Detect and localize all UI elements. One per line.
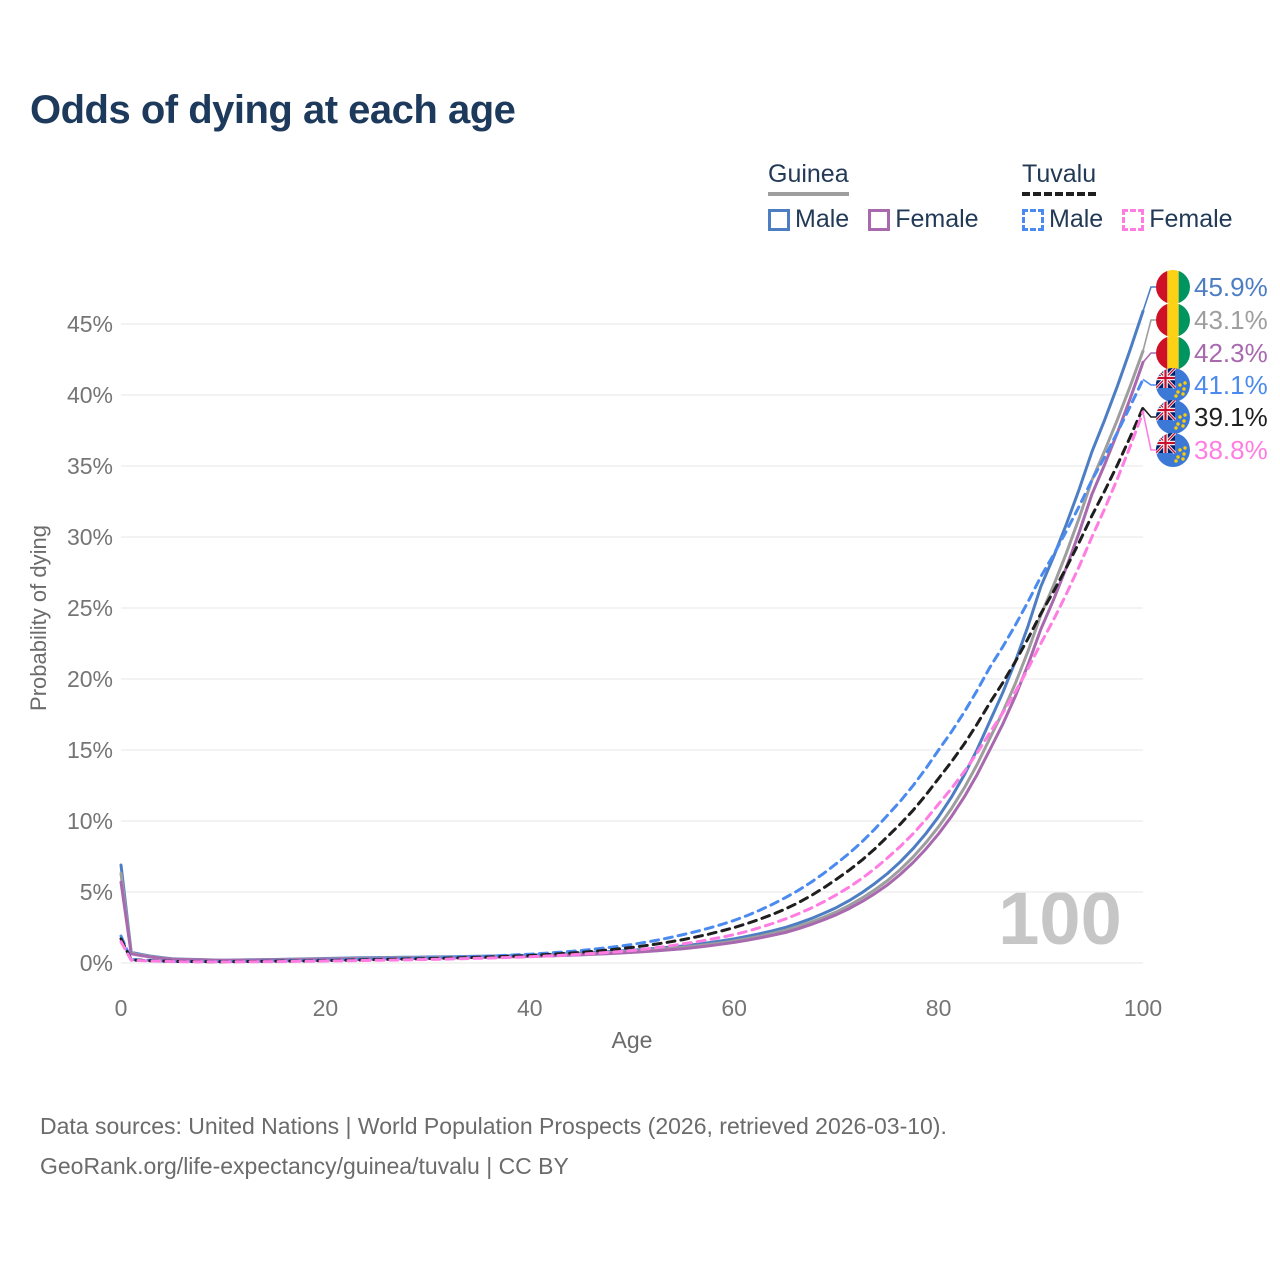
y-tick-label: 5% bbox=[80, 879, 113, 905]
page-title: Odds of dying at each age bbox=[30, 88, 516, 132]
end-value-label-tuvalu-both: 39.1% bbox=[1194, 402, 1268, 432]
x-tick-label: 0 bbox=[115, 995, 128, 1021]
series-line-guinea-female bbox=[119, 360, 1145, 962]
legend-country-tuvalu: Tuvalu bbox=[1022, 160, 1097, 196]
legend-swatch-guinea-male[interactable] bbox=[768, 208, 790, 231]
series-line-guinea-male bbox=[119, 309, 1145, 962]
end-label-connector-tuvalu-female bbox=[1142, 411, 1156, 451]
series-line-tuvalu-male bbox=[119, 377, 1145, 964]
y-tick-label: 30% bbox=[67, 524, 113, 550]
legend-label-tuvalu-female: Female bbox=[1149, 205, 1233, 233]
legend-item-guinea-male[interactable]: Male bbox=[768, 205, 849, 234]
x-tick-label: 20 bbox=[313, 995, 339, 1021]
legend-group-guinea: Guinea Male Female bbox=[768, 160, 979, 234]
end-value-label-tuvalu-male: 41.1% bbox=[1194, 370, 1268, 400]
y-tick-label: 15% bbox=[67, 737, 113, 763]
y-tick-label: 25% bbox=[67, 595, 113, 621]
x-tick-label: 60 bbox=[721, 995, 747, 1021]
footer: Data sources: United Nations | World Pop… bbox=[40, 1106, 1240, 1186]
flag-icon-tuvalu bbox=[1156, 433, 1190, 467]
legend-item-tuvalu-female[interactable]: Female bbox=[1122, 205, 1233, 234]
x-tick-label: 100 bbox=[1124, 995, 1162, 1021]
legend-label-guinea-male: Male bbox=[795, 205, 850, 233]
legend-swatch-tuvalu-female[interactable] bbox=[1122, 208, 1145, 231]
footer-source-line: Data sources: United Nations | World Pop… bbox=[40, 1113, 947, 1139]
legend-item-tuvalu-male[interactable]: Male bbox=[1022, 205, 1103, 234]
legend-label-guinea-female: Female bbox=[895, 205, 979, 233]
end-value-label-guinea-female: 42.3% bbox=[1194, 338, 1268, 368]
x-axis-title: Age bbox=[612, 1027, 653, 1053]
age-frame-watermark: 100 bbox=[998, 877, 1121, 960]
end-value-label-tuvalu-female: 38.8% bbox=[1194, 435, 1268, 465]
flag-icon-guinea bbox=[1156, 270, 1190, 304]
legend-group-tuvalu: Tuvalu Male Female bbox=[1022, 160, 1233, 234]
flag-icon-guinea bbox=[1156, 336, 1190, 370]
legend-swatch-guinea-female[interactable] bbox=[868, 208, 891, 231]
legend-swatch-tuvalu-male[interactable] bbox=[1022, 208, 1044, 231]
y-tick-label: 10% bbox=[67, 808, 113, 834]
end-label-connector-guinea-female bbox=[1142, 352, 1156, 363]
end-label-connector-tuvalu-both bbox=[1142, 407, 1156, 418]
y-tick-label: 45% bbox=[67, 311, 113, 337]
series-line-tuvalu-both bbox=[119, 406, 1145, 964]
flag-icon-tuvalu bbox=[1156, 368, 1190, 402]
end-label-connector-tuvalu-male bbox=[1142, 378, 1156, 386]
x-tick-label: 80 bbox=[926, 995, 952, 1021]
y-tick-label: 20% bbox=[67, 666, 113, 692]
end-value-label-guinea-both: 43.1% bbox=[1194, 305, 1268, 335]
end-value-label-guinea-male: 45.9% bbox=[1194, 272, 1268, 302]
footer-attribution-line: GeoRank.org/life-expectancy/guinea/tuval… bbox=[40, 1153, 569, 1179]
end-label-connector-guinea-male bbox=[1142, 286, 1156, 312]
legend-label-tuvalu-male: Male bbox=[1049, 205, 1104, 233]
x-tick-label: 40 bbox=[517, 995, 543, 1021]
legend-country-guinea: Guinea bbox=[768, 160, 849, 196]
y-tick-label: 40% bbox=[67, 382, 113, 408]
legend-item-guinea-female[interactable]: Female bbox=[868, 205, 979, 234]
series-line-guinea-both bbox=[119, 349, 1145, 962]
flag-icon-tuvalu bbox=[1156, 400, 1190, 434]
series-line-tuvalu-female bbox=[119, 410, 1145, 964]
flag-icon-guinea bbox=[1156, 303, 1190, 337]
y-tick-label: 0% bbox=[80, 950, 113, 976]
y-axis-title: Probability of dying bbox=[26, 525, 51, 711]
y-tick-label: 35% bbox=[67, 453, 113, 479]
end-label-connector-guinea-both bbox=[1142, 319, 1156, 352]
